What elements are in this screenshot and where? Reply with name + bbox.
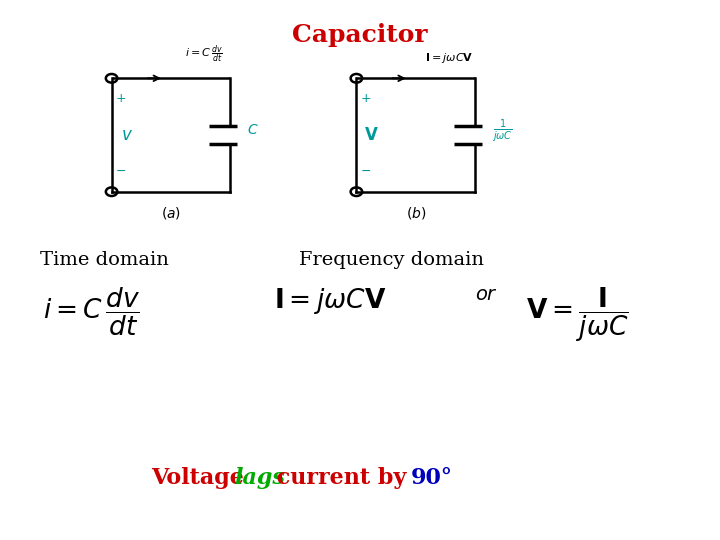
Text: $i = C\,\frac{dv}{dt}$: $i = C\,\frac{dv}{dt}$ xyxy=(185,43,223,65)
Text: $\mathit{or}$: $\mathit{or}$ xyxy=(475,286,498,304)
Text: $i = C\,\dfrac{dv}{dt}$: $i = C\,\dfrac{dv}{dt}$ xyxy=(43,286,140,339)
Text: $\mathbf{V}$: $\mathbf{V}$ xyxy=(364,126,379,144)
Text: −: − xyxy=(361,165,371,178)
Text: Voltage: Voltage xyxy=(151,467,252,489)
Text: $v$: $v$ xyxy=(121,126,133,144)
Text: lags: lags xyxy=(234,467,285,489)
Text: current by: current by xyxy=(269,467,414,489)
Text: $\mathbf{I} = j\omega C\mathbf{V}$: $\mathbf{I} = j\omega C\mathbf{V}$ xyxy=(274,286,386,316)
Text: $C$: $C$ xyxy=(247,124,258,138)
Text: +: + xyxy=(116,92,127,105)
Text: $\mathbf{I} = j\omega C\mathbf{V}$: $\mathbf{I} = j\omega C\mathbf{V}$ xyxy=(425,51,473,65)
Text: $\frac{1}{j\omega C}$: $\frac{1}{j\omega C}$ xyxy=(492,117,513,144)
Text: $(a)$: $(a)$ xyxy=(161,205,181,221)
Text: Capacitor: Capacitor xyxy=(292,23,428,47)
Text: $\mathbf{V} = \dfrac{\mathbf{I}}{j\omega C}$: $\mathbf{V} = \dfrac{\mathbf{I}}{j\omega… xyxy=(526,286,629,345)
Text: −: − xyxy=(116,165,126,178)
Text: Time domain: Time domain xyxy=(40,251,168,269)
Text: +: + xyxy=(361,92,372,105)
Text: 90°: 90° xyxy=(410,467,452,489)
Text: $(b)$: $(b)$ xyxy=(405,205,426,221)
Text: Frequency domain: Frequency domain xyxy=(299,251,484,269)
